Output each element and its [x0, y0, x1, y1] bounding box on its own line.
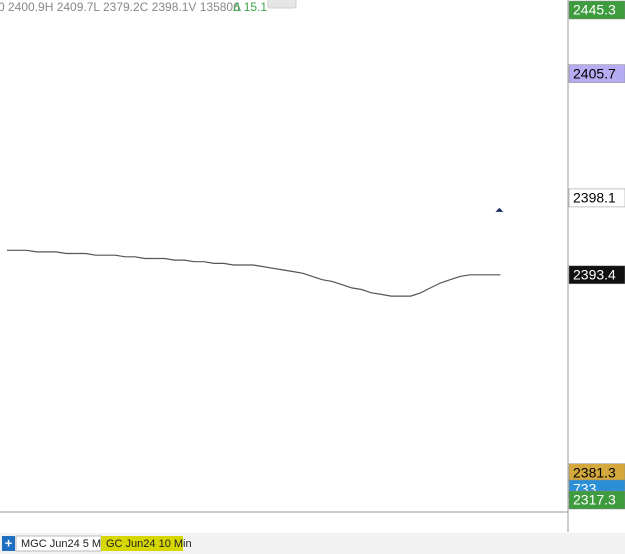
price-label: 2381.3 — [573, 464, 616, 480]
price-label-bg — [568, 188, 625, 208]
price-label-bg — [568, 265, 625, 285]
price-label: 2393.4 — [573, 267, 616, 283]
header-button[interactable] — [267, 0, 297, 9]
price-label: 2405.7 — [573, 65, 616, 81]
bottom-label-bg — [568, 490, 625, 510]
price-label: 2398.1 — [573, 190, 616, 206]
tab-label[interactable]: GC Jun24 10 Min — [106, 538, 192, 550]
header-change: Δ 15.1 — [233, 0, 267, 14]
tab-label[interactable]: MGC Jun24 5 Min — [21, 538, 110, 550]
price-label-bg — [568, 64, 625, 83]
add-tab[interactable] — [2, 536, 15, 551]
top-label-bg — [568, 0, 625, 20]
top-label: 2445.3 — [573, 2, 616, 18]
moving-average — [7, 249, 501, 297]
tab[interactable] — [101, 536, 183, 551]
header-ohlc: 0 2400.9H 2409.7L 2379.2C 2398.1V 135806 — [0, 0, 240, 14]
bottom-label: 2317.3 — [573, 492, 616, 508]
add-tab-label[interactable]: + — [5, 535, 13, 550]
overlay-layer: 0 2400.9H 2409.7L 2379.2C 2398.1V 135806… — [0, 0, 297, 14]
last-price-marker — [495, 207, 504, 212]
candle-layer — [7, 207, 504, 297]
